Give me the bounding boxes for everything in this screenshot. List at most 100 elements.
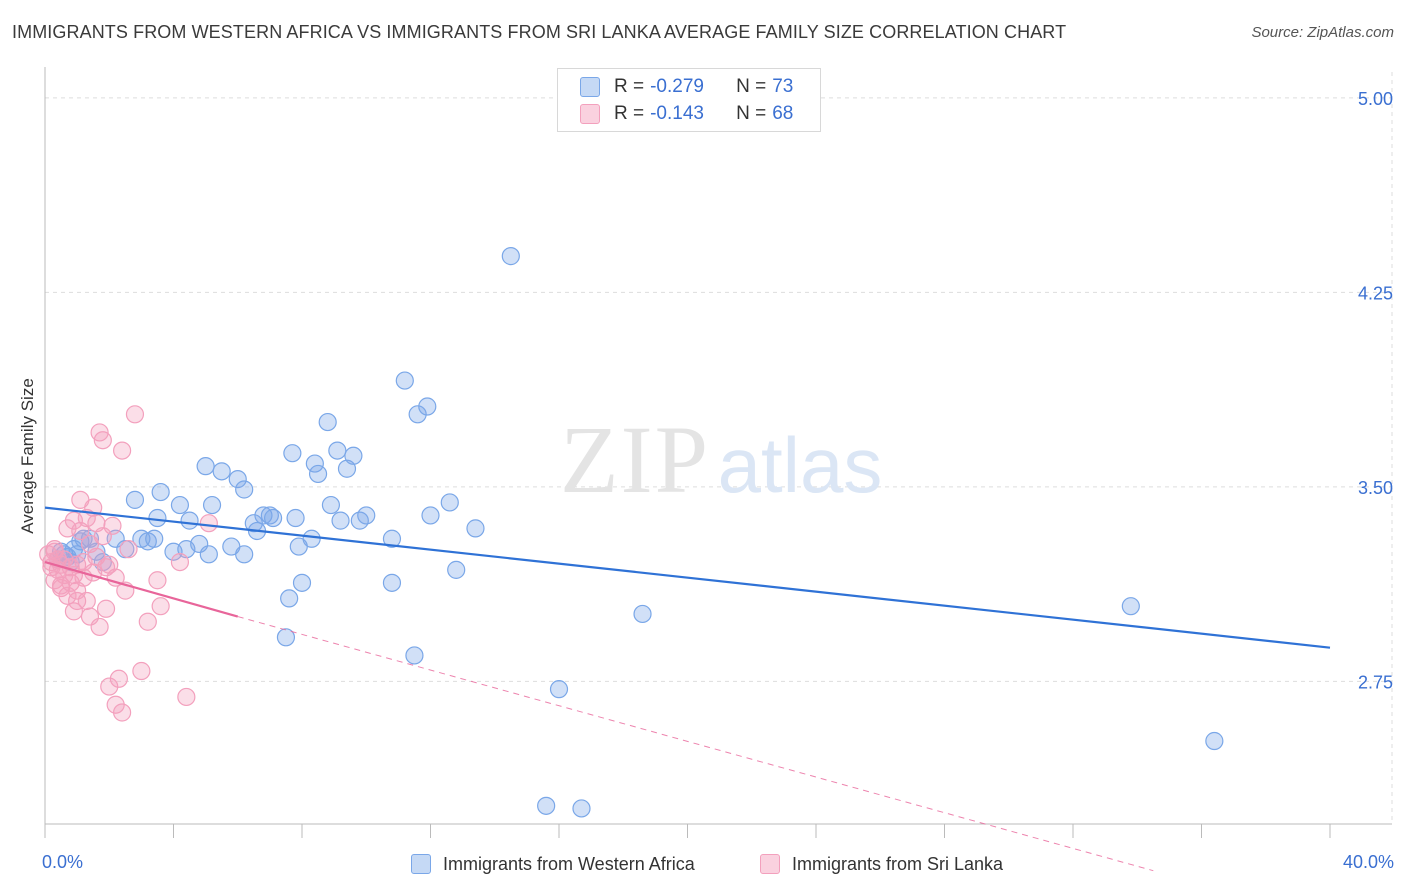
data-point — [119, 540, 138, 559]
data-point — [112, 441, 132, 460]
swatch-pink — [580, 104, 600, 124]
data-point — [212, 462, 231, 481]
y-tick-label: 3.50 — [1358, 478, 1393, 498]
legend-item-western-africa: Immigrants from Western Africa — [411, 852, 695, 876]
y-tick-label: 5.00 — [1358, 89, 1393, 109]
r-value: -0.143 — [650, 103, 704, 124]
watermark-zip: ZIP — [560, 406, 710, 513]
data-point — [68, 591, 87, 611]
data-point — [177, 687, 196, 707]
data-point — [440, 493, 459, 512]
data-point — [100, 677, 119, 696]
y-tick-label: 2.75 — [1358, 672, 1393, 692]
r-label: R = — [614, 76, 645, 97]
data-point — [572, 799, 591, 818]
data-point — [199, 514, 218, 533]
data-point — [1121, 597, 1140, 616]
legend-label: Immigrants from Western Africa — [443, 853, 695, 874]
y-tick-label: 4.25 — [1358, 283, 1393, 303]
data-point — [151, 482, 170, 502]
data-point — [537, 796, 556, 815]
data-point — [90, 617, 109, 637]
data-point — [395, 371, 414, 390]
r-label: R = — [614, 103, 645, 124]
data-point — [109, 669, 128, 688]
data-point — [170, 495, 190, 515]
data-point — [305, 454, 324, 473]
data-point — [321, 495, 341, 515]
data-point — [199, 545, 218, 564]
data-point — [418, 397, 437, 416]
data-point — [382, 529, 402, 548]
data-point — [180, 511, 199, 530]
data-point — [202, 495, 222, 515]
data-point — [408, 405, 427, 424]
data-point — [125, 490, 145, 509]
data-point — [549, 680, 569, 699]
data-point — [170, 552, 190, 572]
data-point — [318, 412, 337, 432]
data-point — [633, 604, 652, 624]
series-western-africa-points — [48, 247, 1224, 818]
swatch-blue — [580, 77, 600, 97]
data-point — [466, 519, 485, 538]
correlation-legend: R = -0.279 N = 73 R = -0.143 N = 68 — [557, 68, 821, 132]
data-point — [148, 571, 167, 590]
data-point — [280, 589, 299, 608]
data-point — [138, 612, 157, 631]
legend-row-sri-lanka: R = -0.143 N = 68 — [580, 102, 793, 126]
data-point — [308, 464, 328, 484]
data-point — [196, 457, 215, 476]
legend-item-sri-lanka: Immigrants from Sri Lanka — [760, 852, 1003, 876]
data-point — [260, 506, 279, 525]
legend-row-western-africa: R = -0.279 N = 73 — [580, 75, 793, 99]
data-point — [125, 405, 145, 424]
data-point — [357, 506, 376, 525]
data-point — [77, 508, 96, 528]
data-point — [382, 573, 402, 592]
data-point — [235, 480, 254, 499]
n-label: N = — [736, 103, 767, 124]
trend-line-sri-lanka — [44, 561, 239, 618]
data-point — [283, 444, 302, 463]
data-point — [64, 602, 84, 621]
data-point — [45, 542, 64, 561]
data-point — [447, 560, 466, 579]
data-point — [421, 506, 440, 525]
trend-lines — [44, 506, 1331, 872]
n-value: 68 — [772, 103, 794, 124]
data-point — [292, 573, 312, 592]
chart-source: Source: ZipAtlas.com — [1251, 24, 1394, 41]
data-point — [145, 529, 164, 548]
trend-line-western-africa — [44, 506, 1331, 649]
data-point — [302, 529, 321, 548]
swatch-blue — [411, 854, 431, 874]
r-value: -0.279 — [650, 76, 704, 97]
data-point — [1205, 731, 1224, 751]
data-point — [93, 431, 112, 450]
x-tick-label-min: 0.0% — [42, 852, 84, 872]
data-point — [263, 508, 283, 528]
data-point — [501, 247, 520, 266]
y-tick-labels: 5.00 4.25 3.50 2.75 — [1358, 89, 1393, 692]
watermark-atlas: atlas — [718, 421, 883, 509]
data-point — [132, 661, 151, 681]
data-point — [103, 516, 122, 535]
data-point — [87, 547, 106, 567]
x-tick-label-max: 40.0% — [1342, 852, 1394, 872]
data-point — [51, 576, 71, 595]
data-point — [328, 441, 347, 460]
data-point — [112, 703, 132, 722]
data-point — [151, 597, 170, 616]
n-value: 73 — [772, 76, 794, 97]
axes — [44, 67, 1392, 838]
data-point — [286, 508, 305, 528]
data-point — [331, 511, 350, 530]
data-point — [228, 470, 247, 489]
legend-label: Immigrants from Sri Lanka — [792, 853, 1004, 874]
data-point — [148, 508, 167, 528]
swatch-pink — [760, 854, 780, 874]
chart-title: IMMIGRANTS FROM WESTERN AFRICA VS IMMIGR… — [12, 22, 1067, 42]
data-point — [276, 628, 296, 647]
